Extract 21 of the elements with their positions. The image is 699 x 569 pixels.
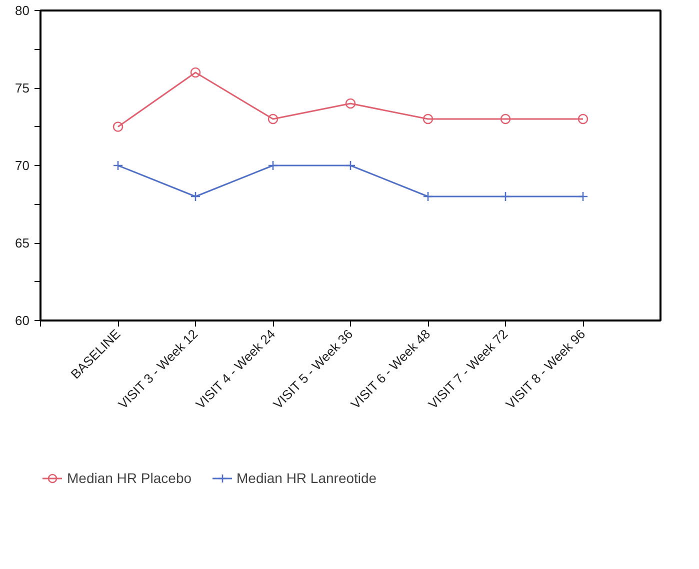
point (578, 191, 588, 202)
point (578, 114, 588, 124)
point (268, 160, 278, 171)
point (112, 160, 124, 171)
legend-label: Median HR Lanreotide (236, 470, 377, 486)
point (422, 114, 434, 124)
point (422, 191, 434, 202)
legend-label: Median HR Placebo (67, 470, 192, 486)
point (500, 114, 511, 124)
point (190, 67, 201, 78)
y-tick-label: 65 (15, 236, 30, 250)
point (345, 98, 356, 109)
point (268, 114, 278, 124)
point (345, 160, 356, 171)
point (112, 122, 124, 132)
y-tick-label: 70 (15, 158, 30, 173)
point (190, 191, 201, 202)
point (500, 191, 511, 202)
y-tick-label: 80 (15, 3, 30, 18)
y-tick-label: 75 (15, 80, 30, 96)
y-tick-label: 60 (15, 313, 30, 328)
